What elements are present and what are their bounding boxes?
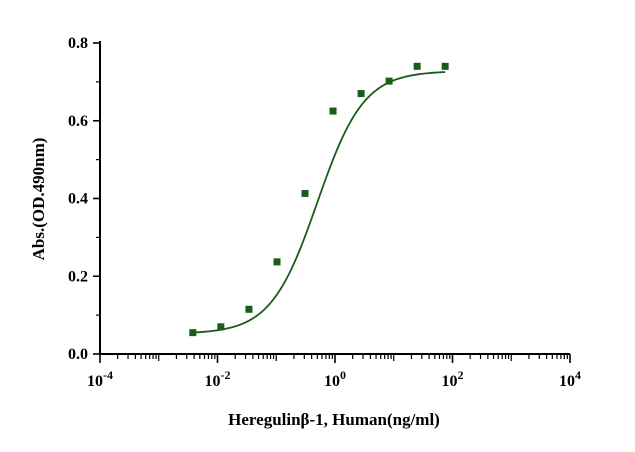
data-point <box>385 77 393 85</box>
data-point <box>217 323 225 331</box>
data-points <box>189 62 449 337</box>
axes: 0.0 0.2 0.4 0.6 0.8 10-4 10-2 100 102 104 <box>68 35 581 390</box>
x-tick-label: 104 <box>559 368 581 390</box>
y-axis-title: Abs.(OD.490nm) <box>29 138 48 261</box>
data-point <box>189 329 197 337</box>
x-axis-title: Heregulinβ-1, Human(ng/ml) <box>228 410 440 429</box>
fit-curve <box>192 71 446 334</box>
data-point <box>357 90 365 98</box>
x-tick-label: 10-4 <box>87 368 113 390</box>
data-point <box>301 189 309 197</box>
x-tick-label: 102 <box>442 368 464 390</box>
x-tick-label: 10-2 <box>205 368 231 390</box>
x-tick-label: 100 <box>324 368 346 390</box>
data-point <box>413 62 421 70</box>
data-point <box>329 107 337 115</box>
y-tick-label: 0.2 <box>68 268 88 285</box>
data-point <box>441 62 449 70</box>
y-tick-label: 0.4 <box>68 191 88 208</box>
fit-curve-layer <box>192 71 446 334</box>
data-point <box>273 258 281 266</box>
y-tick-label: 0.6 <box>68 113 88 130</box>
data-point <box>245 305 253 313</box>
y-tick-label: 0.0 <box>68 346 88 363</box>
y-tick-label: 0.8 <box>68 35 88 52</box>
